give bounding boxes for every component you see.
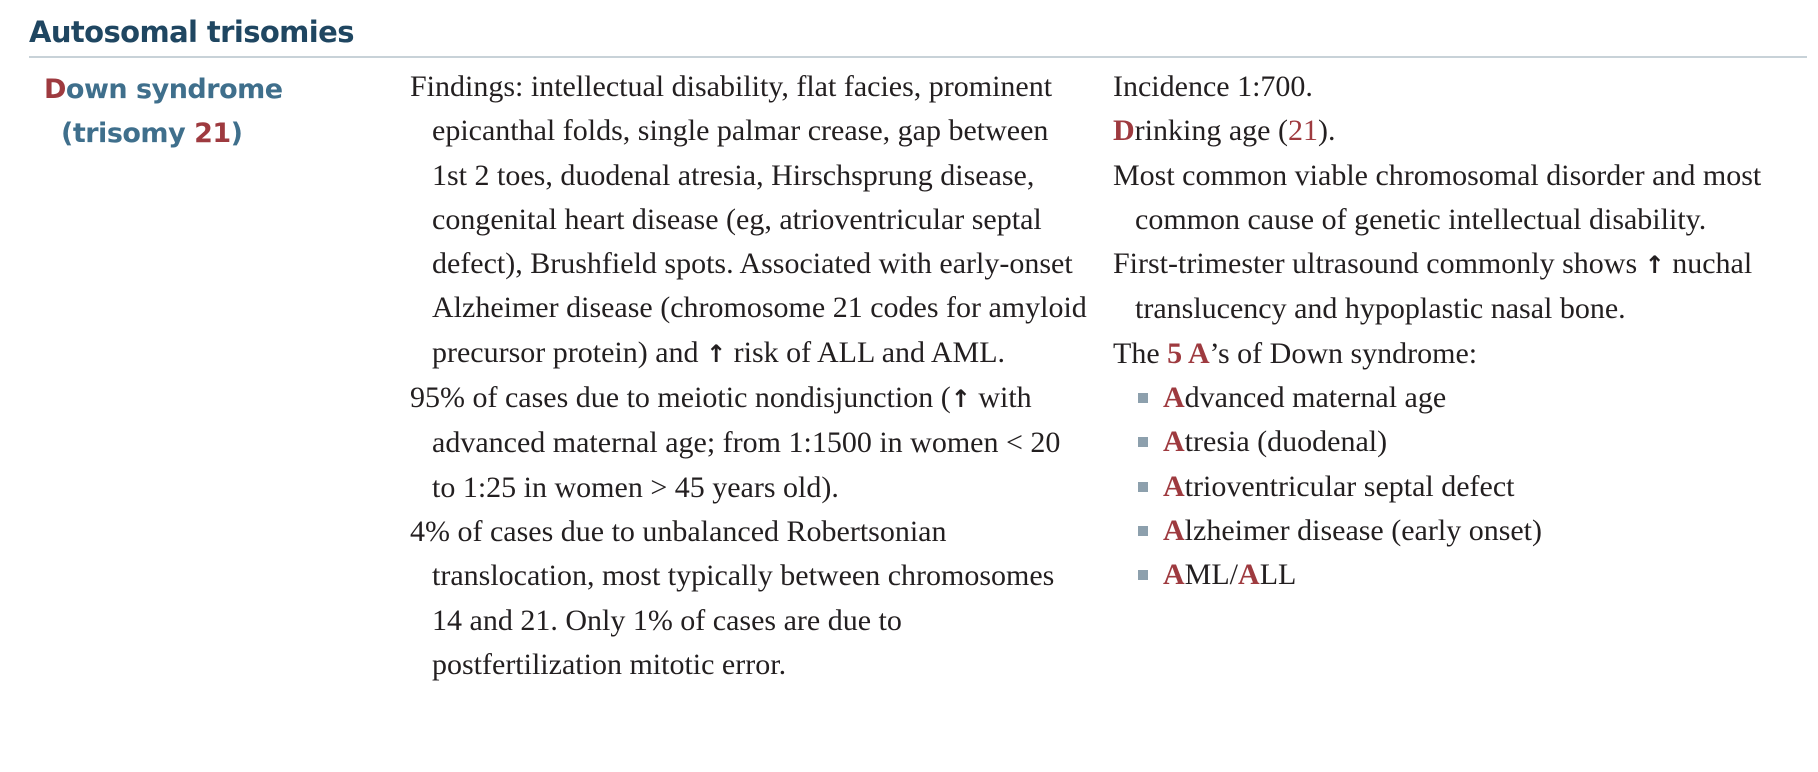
nondisjunction-paragraph: 95% of cases due to meiotic nondisjuncti… — [410, 376, 1090, 510]
disease-name: Down syndrome (trisomy 21) — [44, 68, 283, 156]
five-a-intro-start: The — [1113, 336, 1168, 370]
section-title: Autosomal trisomies — [29, 15, 354, 49]
five-a-highlight: 5 A — [1167, 336, 1210, 370]
five-a-letter: A — [1163, 425, 1185, 459]
five-a-list-item: Advanced maternal age — [1113, 376, 1813, 420]
five-a-list-item: Alzheimer disease (early onset) — [1113, 509, 1813, 553]
trisomy-number: 21 — [194, 118, 231, 149]
trisomy-close: ) — [230, 118, 243, 149]
five-a-text: trioventricular septal defect — [1184, 469, 1515, 503]
up-arrow-icon: ↑ — [1644, 251, 1665, 280]
ultrasound-note: First-trimester ultrasound commonly show… — [1113, 242, 1813, 332]
disease-name-initial: D — [44, 74, 66, 105]
five-a-letter: A — [1238, 558, 1260, 592]
nondisjunction-text: 95% of cases due to meiotic nondisjuncti… — [410, 381, 951, 415]
ultrasound-text: First-trimester ultrasound commonly show… — [1113, 247, 1645, 281]
trisomy-label: (trisomy 21) — [44, 112, 283, 156]
drinking-number: 21 — [1287, 114, 1318, 148]
five-a-letter: A — [1163, 469, 1185, 503]
five-a-intro-end: ’s of Down syndrome: — [1209, 336, 1478, 370]
square-bullet-icon — [1138, 481, 1148, 492]
five-a-text: lzheimer disease (early onset) — [1184, 513, 1543, 547]
five-a-text: LL — [1259, 558, 1297, 592]
five-a-intro: The 5 A’s of Down syndrome: — [1113, 332, 1813, 376]
incidence-note: Incidence 1:700. — [1113, 70, 1313, 103]
findings-text-end: risk of ALL and AML. — [726, 335, 1006, 369]
up-arrow-icon: ↑ — [706, 339, 727, 368]
square-bullet-icon — [1138, 393, 1148, 404]
disease-name-rest: own syndrome — [65, 74, 283, 105]
ultrasound-text-end: nuchal translucency and hypoplastic nasa… — [1135, 247, 1753, 326]
five-a-letter: A — [1163, 513, 1185, 547]
five-a-list-item: Atrioventricular septal defect — [1113, 465, 1813, 509]
five-a-letter: A — [1163, 381, 1185, 415]
drinking-close: ). — [1317, 114, 1336, 148]
five-a-letter: A — [1163, 558, 1185, 592]
nondisjunction-text-end: with advanced maternal age; from 1:1500 … — [432, 381, 1061, 504]
drinking-age-mnemonic: Drinking age (21). — [1113, 109, 1813, 153]
notes-column: Incidence 1:700. Drinking age (21). Most… — [1113, 65, 1813, 598]
five-a-text: tresia (duodenal) — [1184, 425, 1388, 459]
five-a-text: ML/ — [1184, 558, 1239, 592]
five-a-list-item: Atresia (duodenal) — [1113, 420, 1813, 464]
trisomy-open: (trisomy — [61, 118, 195, 149]
up-arrow-icon: ↑ — [950, 385, 971, 414]
findings-text: Findings: intellectual disability, flat … — [410, 70, 1087, 369]
five-a-list: Advanced maternal age Atresia (duodenal) A… — [1113, 376, 1813, 597]
square-bullet-icon — [1138, 437, 1148, 448]
findings-paragraph: Findings: intellectual disability, flat … — [410, 65, 1090, 376]
five-a-text: dvanced maternal age — [1184, 381, 1447, 415]
five-a-list-item: AML/ALL — [1113, 553, 1813, 597]
drinking-text: rinking age ( — [1134, 114, 1288, 148]
square-bullet-icon — [1138, 570, 1148, 581]
findings-column: Findings: intellectual disability, flat … — [410, 65, 1090, 687]
square-bullet-icon — [1138, 525, 1148, 536]
most-common-note: Most common viable chromosomal disorder … — [1113, 158, 1762, 236]
translocation-paragraph: 4% of cases due to unbalanced Robertsoni… — [410, 514, 1055, 681]
drinking-initial: D — [1113, 114, 1135, 148]
section-divider — [29, 56, 1807, 58]
